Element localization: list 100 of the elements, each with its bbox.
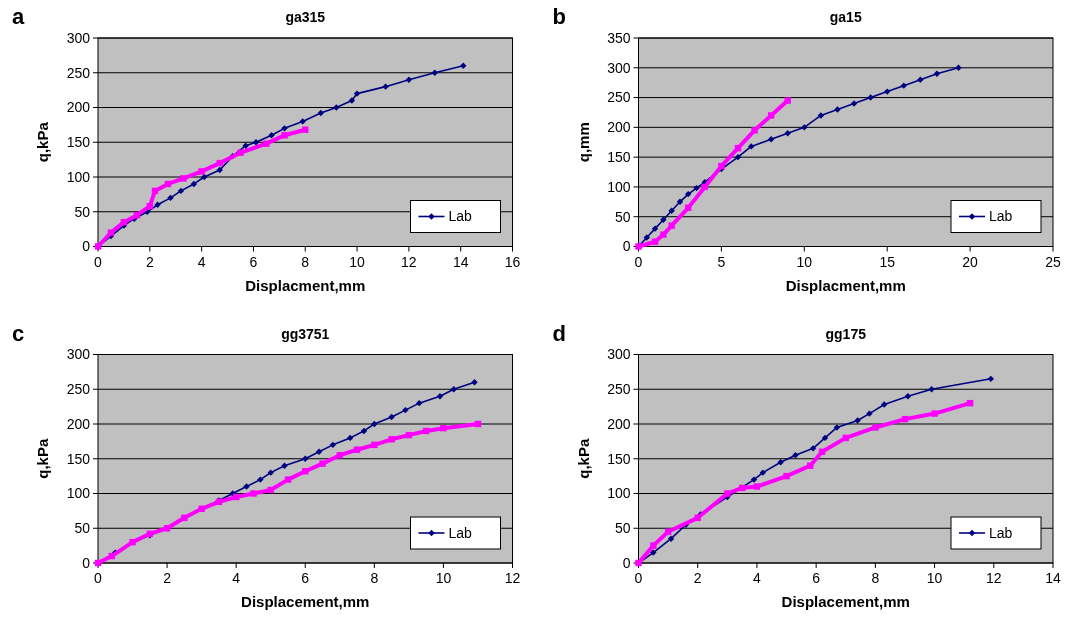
point xyxy=(900,82,907,89)
point xyxy=(821,434,829,442)
x-tick-label: 6 xyxy=(301,570,310,586)
x-tick-label: 16 xyxy=(504,253,521,270)
point xyxy=(792,452,799,459)
x-axis-title: Displacement,mm xyxy=(781,593,910,610)
chart-title: ga15 xyxy=(829,9,862,25)
point xyxy=(388,413,395,421)
point xyxy=(866,410,873,417)
y-tick-label: 200 xyxy=(66,415,91,432)
point xyxy=(460,62,467,69)
point xyxy=(281,125,288,132)
y-tick-label: 100 xyxy=(607,178,631,195)
point xyxy=(833,424,841,431)
y-tick-label: 100 xyxy=(607,485,631,502)
point xyxy=(660,216,667,223)
chart-title: gg175 xyxy=(825,325,867,342)
point xyxy=(668,207,675,214)
point xyxy=(257,476,264,483)
point xyxy=(167,194,174,202)
x-tick-label: 12 xyxy=(401,253,417,270)
point xyxy=(252,139,260,146)
y-tick-label: 300 xyxy=(607,59,631,76)
x-tick-label: 10 xyxy=(435,570,452,586)
point xyxy=(809,445,817,452)
y-tick-label: 50 xyxy=(614,520,631,537)
point xyxy=(319,460,326,467)
point xyxy=(734,153,742,161)
x-tick-label: 25 xyxy=(1045,253,1061,270)
y-tick-label: 300 xyxy=(66,29,91,46)
y-tick-label: 250 xyxy=(607,381,631,398)
y-axis-title: q,kPa xyxy=(574,438,592,479)
x-tick-label: 5 xyxy=(717,253,726,270)
legend-label: Lab xyxy=(989,524,1013,541)
point xyxy=(660,231,667,238)
point xyxy=(884,88,891,95)
y-tick-label: 150 xyxy=(607,149,631,166)
point xyxy=(724,490,731,497)
chart-title: ga315 xyxy=(285,9,326,25)
point xyxy=(783,472,790,480)
y-tick-label: 350 xyxy=(607,29,631,46)
x-tick-label: 10 xyxy=(926,570,943,586)
point xyxy=(650,542,657,549)
legend-label: Lab xyxy=(448,524,473,541)
x-tick-label: 12 xyxy=(986,570,1002,586)
legend-label: Lab xyxy=(989,208,1013,225)
y-tick-label: 100 xyxy=(66,168,91,185)
x-axis-title: Displacment,mm xyxy=(245,276,366,294)
y-tick-label: 300 xyxy=(607,346,631,363)
point xyxy=(784,130,791,137)
legend-label: Lab xyxy=(448,208,473,225)
x-tick-label: 0 xyxy=(94,253,103,270)
point xyxy=(317,109,324,117)
point xyxy=(177,187,185,195)
x-tick-label: 2 xyxy=(163,570,172,586)
x-tick-label: 2 xyxy=(145,253,154,270)
point xyxy=(748,143,755,150)
point xyxy=(750,476,758,483)
point xyxy=(753,483,761,490)
point xyxy=(281,132,288,139)
x-tick-label: 6 xyxy=(812,570,821,586)
y-tick-label: 300 xyxy=(66,346,91,363)
point xyxy=(955,64,962,71)
x-tick-label: 14 xyxy=(1045,570,1061,586)
point xyxy=(333,104,340,111)
point xyxy=(767,136,775,143)
point xyxy=(190,180,198,188)
point xyxy=(931,410,938,417)
point xyxy=(471,379,478,386)
text: b xyxy=(552,4,566,29)
point xyxy=(402,406,409,414)
point xyxy=(198,168,205,175)
x-tick-label: 8 xyxy=(301,253,310,270)
y-tick-label: 50 xyxy=(614,208,631,225)
x-tick-label: 0 xyxy=(634,570,643,586)
y-axis-title: q,mm xyxy=(574,122,592,163)
point xyxy=(650,549,657,556)
point xyxy=(850,100,858,107)
point xyxy=(416,399,423,407)
y-tick-label: 0 xyxy=(622,554,631,571)
x-tick-label: 10 xyxy=(796,253,813,270)
point xyxy=(784,97,791,104)
x-tick-label: 4 xyxy=(197,253,206,270)
y-tick-label: 150 xyxy=(66,450,91,467)
x-tick-label: 10 xyxy=(349,253,366,270)
x-axis-title: Displacement,mm xyxy=(241,593,370,610)
x-tick-label: 8 xyxy=(871,570,880,586)
point xyxy=(904,393,912,400)
x-tick-label: 8 xyxy=(370,570,379,586)
x-tick-label: 15 xyxy=(879,253,896,270)
text: a xyxy=(12,4,25,29)
point xyxy=(353,90,361,97)
x-tick-label: 20 xyxy=(962,253,979,270)
text: c xyxy=(12,320,25,346)
point xyxy=(360,427,368,435)
point xyxy=(243,483,250,490)
point xyxy=(348,97,356,104)
point xyxy=(817,112,825,119)
point xyxy=(302,455,309,462)
point xyxy=(872,424,879,431)
